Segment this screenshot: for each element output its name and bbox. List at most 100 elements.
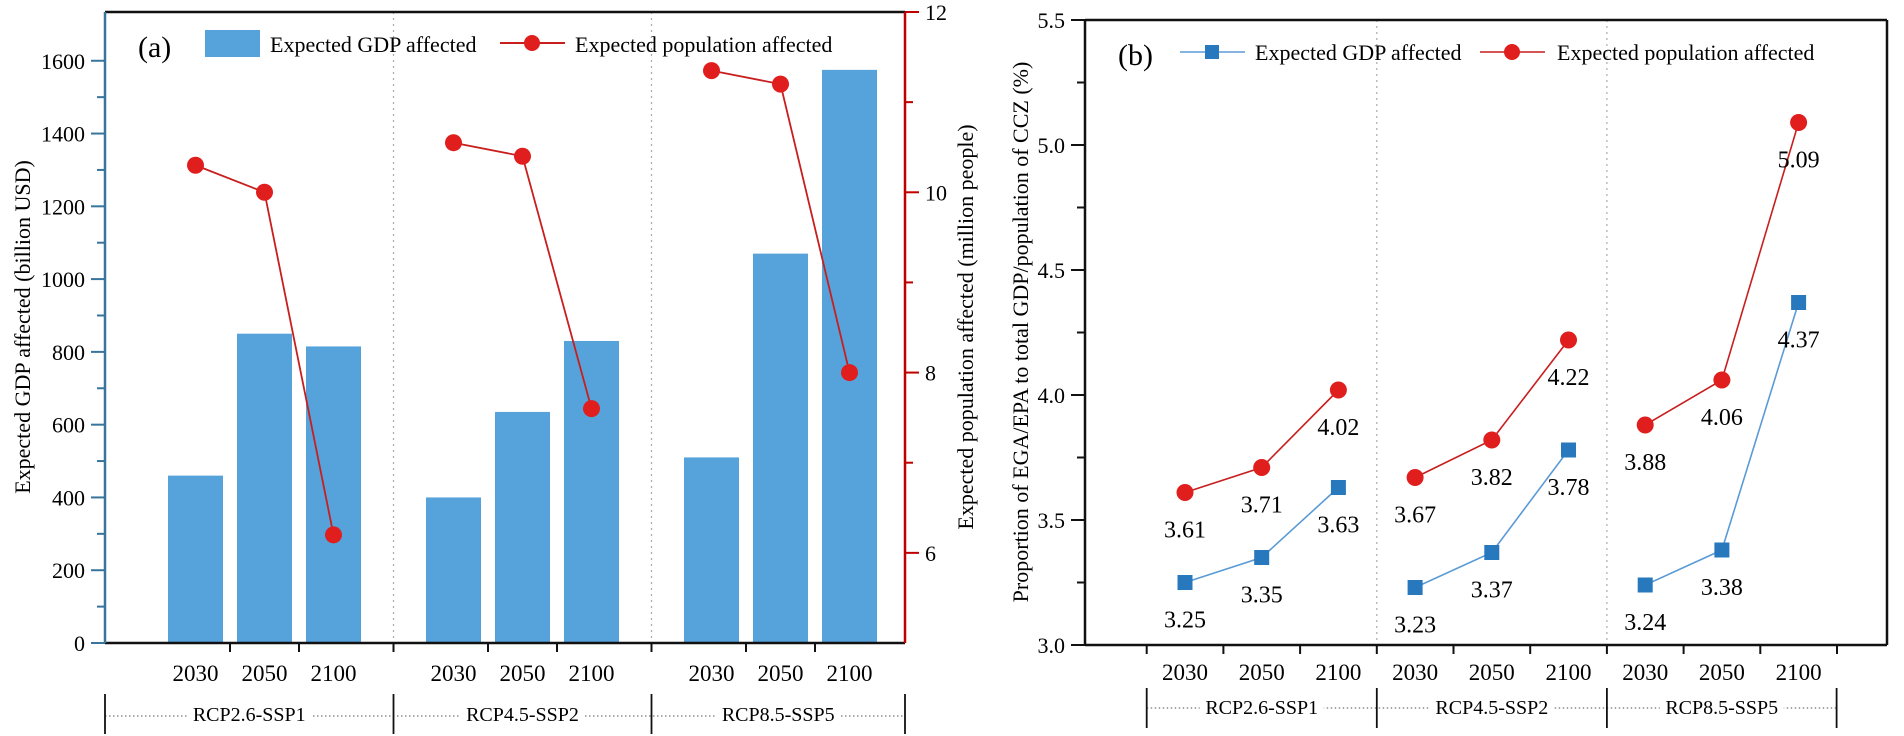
- point-population-RCP8.5-SSP5-2030: [1636, 416, 1654, 434]
- group-label: RCP4.5-SSP2: [466, 704, 579, 726]
- point-population-RCP8.5-SSP5-2100: [1790, 114, 1808, 131]
- point-population-RCP4.5-SSP2-2100: [583, 400, 600, 418]
- point-population-RCP4.5-SSP2-2050: [1483, 431, 1501, 449]
- y-axis-title-right: Expected population affected (million pe…: [953, 124, 978, 529]
- legend-label-population: Expected population affected: [1557, 40, 1814, 65]
- y-tick-label-right: 8: [925, 361, 936, 386]
- legend-marker-population: [1504, 44, 1520, 60]
- y-tick-label-right: 10: [925, 180, 947, 205]
- year-label: 2050: [758, 661, 804, 686]
- point-population-RCP4.5-SSP2-2050: [514, 147, 531, 165]
- year-label: 2050: [500, 661, 546, 686]
- bar-RCP4.5-SSP2-2100: [564, 340, 619, 643]
- population-line-RCP4.5-SSP2: [1414, 339, 1570, 479]
- y-tick-label: 4.0: [1038, 383, 1066, 408]
- legend-swatch-gdp: [205, 30, 260, 57]
- point-label-gdp-0: 3.25: [1164, 608, 1206, 634]
- y-tick-label-right: 12: [925, 0, 947, 25]
- point-label-population-2: 4.02: [1317, 415, 1359, 441]
- point-population-RCP4.5-SSP2-2100: [1560, 331, 1577, 349]
- year-label: 2050: [1469, 660, 1515, 685]
- y-tick-label: 3.0: [1038, 633, 1066, 658]
- legend-marker-gdp: [1205, 45, 1219, 59]
- y-tick-label: 5.5: [1038, 8, 1066, 33]
- point-label-gdp-3: 3.23: [1394, 613, 1436, 639]
- point-gdp-RCP4.5-SSP2-2030: [1407, 580, 1423, 595]
- bar-RCP4.5-SSP2-2030: [426, 497, 481, 643]
- point-label-population-1: 3.71: [1241, 493, 1283, 519]
- year-label: 2050: [1699, 660, 1745, 685]
- population-line-RCP2.6-SSP1: [1184, 389, 1339, 494]
- panel-b: 3.0 3.5 4.0 4.5 5.0 5.5 2030 2050 2100 2030 2050 21…: [1008, 8, 1889, 728]
- point-label-gdp-1: 3.35: [1241, 583, 1283, 609]
- year-label: 2100: [1315, 660, 1361, 685]
- panel-label-a: (a): [138, 31, 171, 64]
- point-label-population-8: 5.09: [1778, 148, 1820, 174]
- legend-label-gdp: Expected GDP affected: [1255, 40, 1461, 65]
- year-label: 2050: [242, 661, 288, 686]
- bar-RCP8.5-SSP5-2050: [753, 253, 808, 643]
- legend-label-population: Expected population affected: [575, 32, 832, 57]
- group-label-bg: [460, 703, 585, 723]
- point-label-gdp-8: 4.37: [1778, 328, 1820, 354]
- point-population-RCP4.5-SSP2-2030: [1406, 469, 1424, 486]
- group-label: RCP2.6-SSP1: [193, 704, 306, 726]
- group-label-bg: [1659, 696, 1784, 716]
- y-axis-title-left: Expected GDP affected (billion USD): [10, 160, 35, 494]
- group-label-bg: [716, 703, 841, 723]
- y-tick-label: 5.0: [1038, 133, 1066, 158]
- point-population-RCP2.6-SSP1-2030: [187, 156, 204, 174]
- group-label-bg: [1429, 696, 1554, 716]
- point-population-RCP2.6-SSP1-2100: [325, 526, 342, 544]
- point-population-RCP8.5-SSP5-2050: [1713, 371, 1731, 389]
- point-gdp-RCP4.5-SSP2-2100: [1561, 442, 1576, 458]
- group-label: RCP8.5-SSP5: [1665, 697, 1778, 719]
- point-population-RCP8.5-SSP5-2100: [841, 364, 858, 382]
- point-label-population-5: 4.22: [1548, 365, 1590, 391]
- point-label-population-6: 3.88: [1624, 450, 1666, 476]
- y-tick-label: 4.5: [1038, 258, 1066, 283]
- y-axis-title: Proportion of EGA/EPA to total GDP/popul…: [1008, 62, 1033, 603]
- year-label: 2100: [311, 661, 357, 686]
- year-label: 2100: [1776, 660, 1822, 685]
- point-gdp-RCP8.5-SSP5-2050: [1714, 542, 1730, 558]
- year-label: 2100: [569, 661, 615, 686]
- legend-label-gdp: Expected GDP affected: [270, 32, 476, 57]
- y-tick-label-left: 400: [52, 485, 85, 510]
- point-population-RCP2.6-SSP1-2050: [256, 183, 273, 201]
- y-tick-label-left: 600: [52, 413, 85, 438]
- point-label-population-0: 3.61: [1164, 518, 1206, 544]
- point-label-gdp-7: 3.38: [1701, 575, 1743, 601]
- y-tick-label: 3.5: [1038, 508, 1066, 533]
- bar-RCP2.6-SSP1-2030: [168, 475, 223, 643]
- y-tick-label-left: 0: [74, 631, 85, 656]
- point-label-gdp-5: 3.78: [1548, 475, 1590, 501]
- point-population-RCP2.6-SSP1-2030: [1176, 484, 1194, 501]
- point-label-population-4: 3.82: [1471, 465, 1513, 491]
- year-label: 2030: [173, 661, 219, 686]
- group-label-bg: [187, 703, 312, 723]
- group-label: RCP2.6-SSP1: [1205, 697, 1318, 719]
- bar-RCP8.5-SSP5-2100: [822, 69, 877, 643]
- year-label: 2030: [689, 661, 735, 686]
- y-tick-label-left: 1600: [41, 49, 85, 74]
- point-population-RCP8.5-SSP5-2030: [703, 62, 720, 80]
- point-population-RCP8.5-SSP5-2050: [772, 75, 789, 93]
- year-label: 2100: [1546, 660, 1592, 685]
- year-label: 2030: [1622, 660, 1668, 685]
- point-label-gdp-6: 3.24: [1624, 610, 1666, 636]
- year-label: 2030: [431, 661, 477, 686]
- group-label-bg: [1199, 696, 1324, 716]
- point-population-RCP2.6-SSP1-2050: [1253, 459, 1271, 476]
- point-gdp-RCP2.6-SSP1-2100: [1330, 480, 1346, 495]
- bar-RCP4.5-SSP2-2050: [495, 411, 550, 643]
- point-label-gdp-2: 3.63: [1317, 513, 1359, 539]
- point-label-population-3: 3.67: [1394, 503, 1436, 529]
- group-label: RCP4.5-SSP2: [1435, 697, 1548, 719]
- bar-RCP2.6-SSP1-2100: [306, 346, 361, 643]
- year-label: 2050: [1239, 660, 1285, 685]
- point-label-population-7: 4.06: [1701, 405, 1743, 431]
- y-tick-label-left: 1400: [41, 122, 85, 147]
